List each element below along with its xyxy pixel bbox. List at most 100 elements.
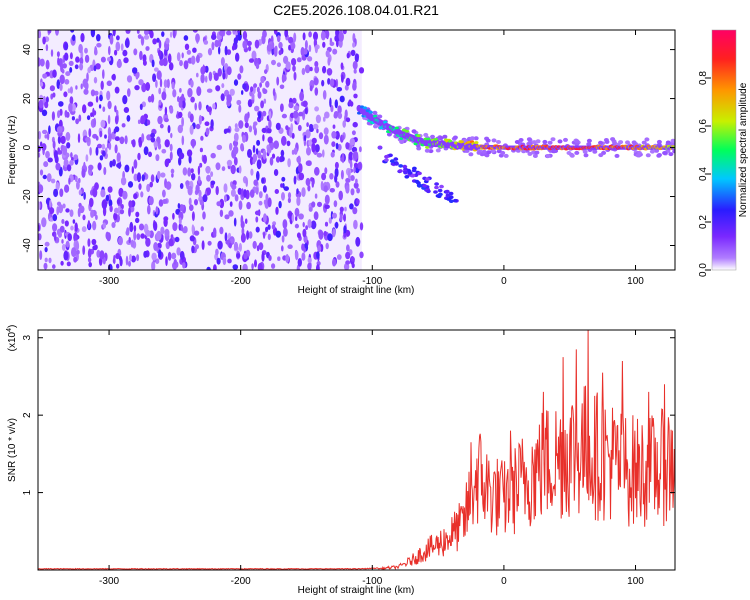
- noise-cell: [294, 223, 299, 229]
- noise-cell: [219, 30, 225, 37]
- noise-cell: [322, 90, 327, 100]
- noise-cell: [189, 124, 194, 135]
- noise-cell: [39, 94, 44, 101]
- noise-cell: [126, 75, 133, 83]
- signal-halo-cell: [586, 142, 592, 147]
- noise-cell: [193, 230, 200, 236]
- noise-cell: [153, 221, 158, 232]
- noise-cell: [133, 159, 138, 169]
- noise-cell: [239, 65, 244, 74]
- noise-cell: [238, 242, 242, 252]
- noise-cell: [324, 204, 330, 209]
- noise-cell: [137, 152, 141, 161]
- noise-cell: [133, 48, 138, 56]
- noise-cell: [124, 164, 130, 173]
- noise-cell: [65, 208, 70, 213]
- noise-cell: [45, 150, 50, 159]
- noise-cell: [330, 105, 334, 113]
- noise-cell: [314, 166, 320, 176]
- signal-halo-cell: [442, 134, 448, 139]
- noise-cell: [170, 168, 175, 174]
- noise-cell: [215, 185, 219, 196]
- noise-cell: [229, 238, 234, 244]
- noise-cell: [235, 52, 240, 62]
- noise-cell: [160, 226, 165, 235]
- noise-cell: [108, 142, 112, 151]
- noise-cell: [284, 30, 289, 38]
- noise-cell: [181, 100, 186, 109]
- snr-y-exponent-close: ): [7, 325, 18, 328]
- noise-cell: [44, 241, 50, 247]
- noise-cell: [351, 130, 356, 136]
- noise-cell: [114, 144, 118, 154]
- noise-cell: [157, 242, 162, 249]
- signal-branch-cell: [407, 171, 413, 175]
- signal-cell: [459, 140, 464, 144]
- signal-halo-cell: [491, 138, 497, 143]
- noise-cell: [84, 47, 88, 54]
- noise-cell: [93, 110, 97, 116]
- noise-cell: [55, 30, 59, 36]
- noise-cell: [324, 194, 330, 205]
- noise-cell: [355, 236, 361, 247]
- noise-cell: [57, 110, 61, 119]
- noise-cell: [62, 145, 68, 156]
- noise-cell: [236, 253, 241, 259]
- noise-cell: [247, 99, 253, 108]
- noise-cell: [325, 50, 330, 58]
- noise-cell: [226, 49, 232, 55]
- noise-cell: [74, 64, 79, 70]
- noise-cell: [64, 184, 70, 193]
- noise-cell: [305, 177, 311, 187]
- signal-halo-cell: [592, 149, 598, 154]
- noise-cell: [352, 60, 358, 70]
- noise-cell: [47, 30, 52, 34]
- noise-cell: [333, 200, 338, 208]
- noise-cell: [262, 231, 266, 239]
- noise-cell: [115, 41, 121, 52]
- noise-cell: [332, 124, 336, 129]
- signal-halo-cell: [649, 149, 655, 154]
- noise-cell: [210, 119, 214, 129]
- signal-branch-cell: [403, 170, 408, 175]
- noise-cell: [136, 254, 140, 262]
- noise-cell: [232, 180, 237, 186]
- noise-cell: [221, 166, 226, 172]
- noise-cell: [206, 106, 212, 113]
- noise-cell: [306, 122, 309, 127]
- noise-cell: [243, 252, 248, 260]
- noise-cell: [240, 143, 244, 152]
- noise-cell: [84, 81, 89, 91]
- noise-cell: [61, 243, 66, 251]
- signal-branch-cell: [438, 192, 443, 197]
- noise-cell: [301, 243, 305, 251]
- noise-cell: [133, 173, 138, 182]
- noise-cell: [61, 219, 65, 224]
- x-tick-label: -300: [99, 276, 119, 287]
- noise-cell: [253, 179, 258, 186]
- noise-cell: [109, 160, 113, 168]
- noise-cell: [131, 166, 134, 174]
- noise-cell: [135, 211, 140, 218]
- noise-cell: [99, 155, 104, 161]
- noise-cell: [323, 127, 329, 136]
- x-tick-label: -100: [362, 276, 382, 287]
- noise-cell: [298, 172, 305, 181]
- noise-cell: [266, 147, 272, 154]
- noise-cell: [52, 140, 56, 149]
- noise-cell: [345, 77, 351, 87]
- noise-cell: [45, 44, 49, 52]
- noise-cell: [334, 161, 339, 169]
- noise-cell: [70, 30, 75, 33]
- noise-cell: [61, 239, 64, 244]
- noise-cell: [251, 93, 255, 101]
- noise-cell: [39, 81, 44, 87]
- signal-halo-cell: [586, 138, 592, 143]
- noise-cell: [112, 159, 116, 167]
- noise-cell: [178, 157, 182, 166]
- noise-cell: [340, 169, 344, 180]
- noise-cell: [324, 30, 330, 39]
- noise-cell: [327, 233, 333, 242]
- signal-halo-cell: [500, 150, 506, 155]
